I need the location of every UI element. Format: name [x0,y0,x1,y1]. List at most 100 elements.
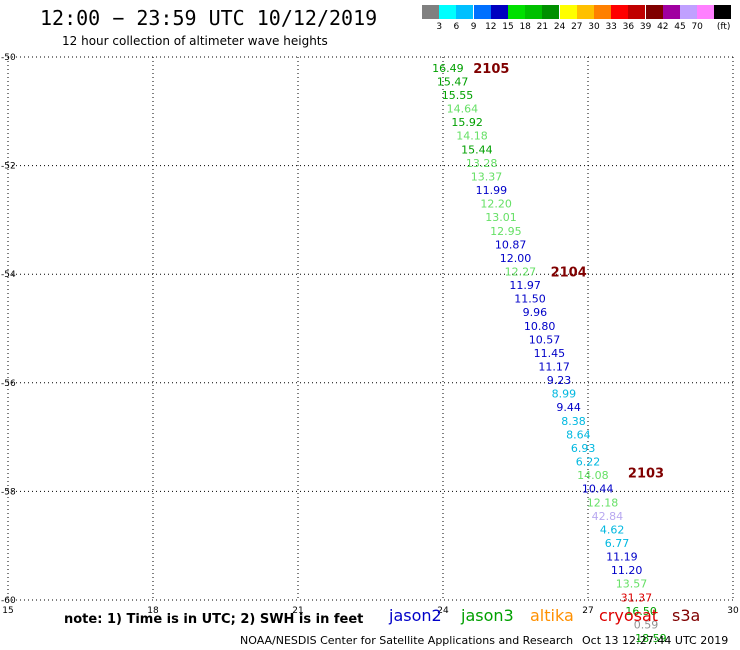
credit-line: NOAA/NESDIS Center for Satellite Applica… [240,634,574,647]
y-tick-label: -50 [1,53,16,63]
wave-height-value: 13.37 [471,170,503,183]
pass-time-label: 2104 [551,265,587,280]
legend-swatch-label: 39 [639,22,652,32]
legend-swatch [508,5,525,19]
legend-s3a: s3a [672,606,701,625]
wave-height-value: 6.93 [571,442,596,455]
wave-height-value: 11.45 [534,347,566,360]
legend-swatch-label: 24 [553,22,566,32]
y-tick-label: -54 [1,270,16,280]
legend-swatch [542,5,560,19]
wave-height-value: 11.17 [538,361,570,374]
wave-height-value: 9.96 [523,306,548,319]
wave-height-value: 6.22 [576,456,601,469]
legend-swatch [473,5,491,19]
y-tick-label: -58 [1,487,16,497]
wave-height-value: 12.20 [480,198,512,211]
legend-swatch-label: 36 [622,22,635,32]
pass-time-label: 2105 [473,62,509,77]
wave-height-value: 13.57 [616,578,648,591]
y-tick-label: -60 [1,596,16,606]
legend-swatch [490,5,508,19]
wave-height-value: 10.44 [582,483,614,496]
wave-height-value: 15.92 [451,116,483,129]
x-tick-label: 24 [437,606,449,616]
wave-height-value: 14.18 [456,130,488,143]
legend-swatch-label: 18 [519,22,531,32]
wave-height-value: 12.00 [500,252,532,265]
legend-swatch-label: 12 [485,22,497,32]
wave-height-value: 0.59 [634,618,659,631]
wave-height-value: 13.28 [466,157,498,170]
observation-labels: 16.4915.4715.5514.6415.9214.1815.4413.28… [432,62,666,645]
wave-height-value: 16.49 [432,62,464,75]
legend-jason2: jason2 [389,606,442,625]
wave-height-value: 10.80 [524,320,556,333]
legend-swatch [662,5,680,19]
wave-height-value: 15.55 [442,89,474,102]
legend-swatch-label: 21 [536,22,549,32]
footnote: note: 1) Time is in UTC; 2) SWH is in fe… [64,612,364,627]
legend-swatch [680,5,697,19]
wave-height-value: 18.59 [635,632,667,645]
x-tick-label: 21 [292,606,303,616]
legend-swatch-label: 70 [691,22,703,32]
legend-swatch [628,5,646,19]
x-tick-label: 30 [727,606,739,616]
legend-swatch [525,5,543,19]
wave-height-value: 12.95 [490,225,522,238]
y-tick-label: -52 [1,162,16,172]
wave-height-value: 11.97 [509,279,541,292]
wave-height-value: 8.64 [566,428,591,441]
legend-swatch-label: 42 [657,22,669,32]
legend-swatch-label: 6 [453,22,460,32]
wave-height-value: 42.84 [592,510,624,523]
wave-height-value: 16.50 [625,605,657,618]
pass-time-label: 2103 [628,466,664,481]
legend-swatch-label: 27 [571,22,583,32]
legend-swatch-label: 30 [588,22,600,32]
map-grid [7,56,734,601]
wave-height-value: 6.77 [605,537,630,550]
wave-height-value: 14.08 [577,469,609,482]
legend-swatch [697,5,715,19]
legend-swatch [611,5,629,19]
wave-height-value: 4.62 [600,523,625,536]
page-subtitle: 12 hour collection of altimeter wave hei… [62,34,328,48]
legend-cryosat: cryosat [599,606,659,625]
wave-height-value: 12.27 [505,265,537,278]
wave-height-value: 10.57 [529,333,561,346]
legend-swatch-label: 9 [470,22,477,32]
legend-swatch [559,5,577,19]
legend-swatch [422,5,439,19]
legend-swatch [645,5,663,19]
wave-height-value: 8.38 [561,415,586,428]
legend-swatch [439,5,457,19]
wave-height-value: 15.44 [461,143,493,156]
wave-height-value: 9.44 [556,401,581,414]
page-title: 12:00 − 23:59 UTC 10/12/2019 [40,6,378,30]
x-tick-label: 18 [147,606,159,616]
legend-swatch [714,5,732,19]
legend-altika: altika [530,606,574,625]
legend-swatch-label: 15 [502,22,514,32]
wave-height-value: 13.01 [485,211,517,224]
legend-swatch [594,5,611,19]
wave-height-value: 10.87 [495,238,527,251]
wave-height-value: 14.64 [447,103,479,116]
legend-swatch [576,5,594,19]
wave-height-value: 11.19 [606,551,638,564]
y-tick-label: -56 [1,379,16,389]
wave-height-value: 11.20 [611,564,643,577]
pass-time-labels: 2105 2104 2103 [473,62,664,482]
wave-height-value: 11.50 [514,293,546,306]
legend-swatch-label: 45 [674,22,686,32]
x-tick-label: 27 [582,606,593,616]
generated-timestamp: Oct 13 12:27:44 UTC 2019 [582,634,729,647]
x-tick-label: 15 [2,606,13,616]
legend-swatch-label: 33 [605,22,617,32]
wave-height-value: 11.99 [476,184,508,197]
wave-height-value: 31.37 [621,591,653,604]
wave-height-value: 12.18 [587,496,619,509]
